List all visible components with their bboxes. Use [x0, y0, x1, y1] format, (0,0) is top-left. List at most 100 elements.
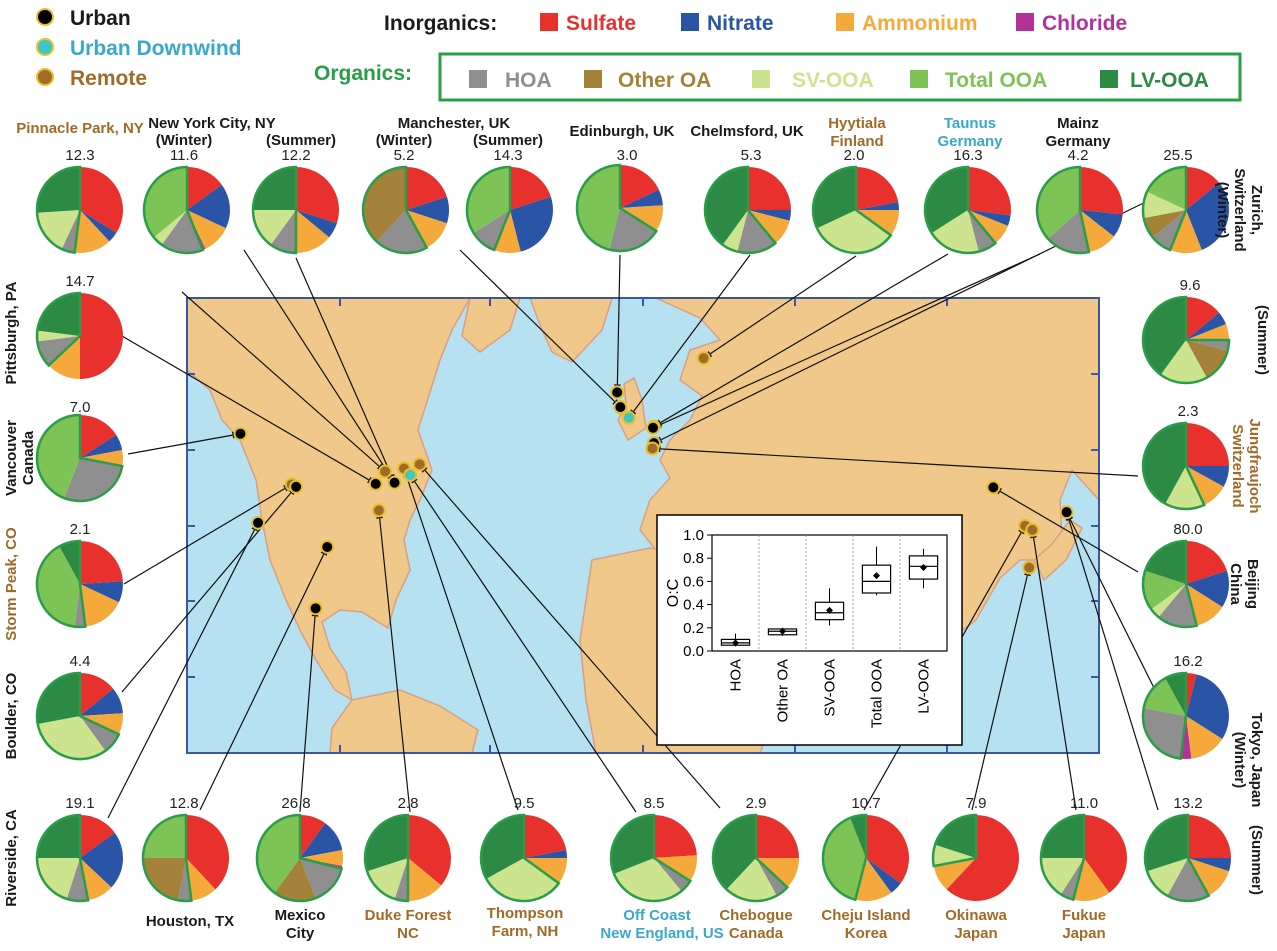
legend-sulfate-swatch: [540, 13, 558, 31]
pie-slice-lvooa: [712, 814, 756, 890]
pie-slice-hoa: [737, 210, 776, 253]
map-marker-jungfraujoch-switzerland: [645, 441, 660, 456]
pie-slice-nitrate: [1186, 570, 1229, 608]
pie-slice-nitrate: [187, 184, 230, 229]
pie-slice-ammonium: [654, 855, 697, 882]
pie-pittsburgh-pa: 14.7 Pittsburgh, PA: [3, 273, 123, 385]
pie-value-label: 16.3: [953, 147, 982, 164]
pie-slice-nitrate: [1080, 210, 1123, 237]
pie-slice-total-ooa: [36, 546, 80, 627]
pie-organic-outline: [35, 813, 90, 903]
pie-value-label: 2.8: [398, 795, 419, 812]
box-mean: [826, 606, 833, 614]
north-america-land: [186, 297, 472, 702]
pie-slice-lvooa: [37, 167, 80, 213]
pie-slice-ammonium: [968, 210, 1008, 244]
legend-nitrate-swatch: [681, 13, 699, 31]
inset-box-lv-ooa: [908, 548, 939, 589]
pie-slice-svooa: [37, 210, 80, 249]
pie-site-label: Farm, NH: [492, 923, 559, 940]
leader-line-new-york-city-ny-winter: [243, 249, 391, 477]
pie-beijing-china: 80.0 BeijingChina: [1141, 521, 1261, 629]
pie-slice-lvooa: [1143, 423, 1186, 504]
pie-slice-ammonium: [1186, 466, 1224, 505]
pie-slice-nitrate: [80, 210, 117, 242]
pie-slice-ammonium: [80, 584, 119, 627]
pie-slice-sulfate: [406, 167, 447, 210]
map-markers: [233, 351, 1074, 616]
pie-slice-other-oa: [274, 858, 316, 901]
pie-slice-lvooa: [1145, 541, 1186, 584]
pie-value-label: 9.6: [1180, 277, 1201, 294]
pie-site-label: (Winter): [376, 132, 433, 149]
pie-value-label: 7.9: [966, 795, 987, 812]
pie-slice-hoa: [473, 210, 510, 250]
inset-plot-area: [711, 534, 948, 652]
pie-manchester-uk-winter: 5.2 Manchester, UK(Winter): [361, 115, 510, 255]
map-marker-manchester-uk: [613, 400, 628, 415]
pie-slice-ammonium: [300, 849, 343, 867]
box-mean: [920, 563, 927, 571]
pie-organic-outline: [465, 165, 512, 252]
pie-slice-ammonium: [1186, 716, 1223, 759]
pie-slice-sulfate: [1186, 541, 1227, 584]
pie-value-label: 80.0: [1173, 521, 1202, 538]
leader-line-mexico-city: [299, 616, 316, 813]
pie-vancouver-canada: 7.0 VancouverCanada: [3, 399, 124, 503]
inset-ytick-label: 1.0: [683, 527, 704, 544]
pie-slice-sulfate: [856, 167, 899, 210]
pie-value-label: 8.5: [644, 795, 665, 812]
pie-site-label: Edinburgh, UK: [570, 123, 675, 140]
pie-organic-outline: [923, 165, 998, 255]
legend-total-ooa-label: Total OOA: [945, 69, 1047, 92]
pie-organic-outline: [363, 813, 410, 903]
pie-slice-nitrate: [510, 196, 553, 252]
legend-svooa-label: SV-OOA: [792, 69, 874, 92]
map-marker-beijing-china: [986, 480, 1001, 495]
pie-slice-hoa: [394, 858, 408, 901]
pie-organic-outline: [1039, 813, 1086, 902]
pie-value-label: 12.8: [169, 795, 198, 812]
pie-slice-ammonium: [756, 858, 799, 888]
pie-slice-ammonium: [408, 858, 442, 901]
pie-organic-outline: [1141, 671, 1188, 761]
pie-slice-sulfate: [946, 815, 1019, 901]
pie-slice-svooa: [726, 858, 777, 901]
pie-site-label: Okinawa: [945, 907, 1007, 924]
legend-sulfate-label: Sulfate: [566, 12, 636, 35]
pie-value-label: 7.0: [70, 399, 91, 416]
map-marker-vancouver-canada: [233, 426, 248, 441]
pie-houston-tx: 12.8 Houston, TX: [141, 795, 234, 930]
pie-slice-hoa: [1186, 340, 1229, 351]
pie-slice-lvooa: [850, 815, 866, 858]
inset-box-hoa: [720, 633, 751, 647]
pie-slice-ammonium: [187, 210, 226, 249]
leader-line-chelmsford-uk: [633, 254, 751, 412]
pie-site-label: Boulder, CO: [3, 672, 20, 759]
pie-storm-peak-co: 2.1 Storm Peak, CO: [3, 521, 123, 641]
pie-slice-nitrate: [296, 210, 337, 238]
pie-slice-sulfate: [748, 167, 791, 210]
map-marker-chebogue-canada: [412, 457, 427, 472]
pie-site-label: Mainz: [1057, 115, 1099, 132]
pie-slice-chloride: [1180, 716, 1192, 759]
pie-slice-total-ooa: [577, 165, 620, 250]
pie-jungfraujoch-switzerland: 2.3 JungfraujochSwitzerland: [1141, 403, 1263, 514]
pie-slice-sulfate: [756, 815, 799, 858]
leader-line-hyytiala-finland: [710, 255, 857, 355]
pie-organic-outline: [35, 291, 82, 368]
legend-site-types: Urban Urban Downwind Remote: [36, 7, 242, 90]
pie-slice-total-ooa: [37, 414, 80, 498]
inset-ytick-label: 0.0: [683, 643, 704, 660]
inset-ytick-label: 0.8: [683, 550, 704, 567]
map-ticks: [187, 298, 1099, 753]
pie-slice-ammonium: [74, 210, 110, 253]
pie-slice-nitrate: [1186, 466, 1229, 487]
pie-slice-total-ooa: [1037, 167, 1080, 239]
pie-value-label: 5.2: [394, 147, 415, 164]
pie-value-label: 14.3: [493, 147, 522, 164]
legend-hoa-label: HOA: [505, 69, 552, 92]
pie-site-label: Duke Forest: [365, 907, 452, 924]
